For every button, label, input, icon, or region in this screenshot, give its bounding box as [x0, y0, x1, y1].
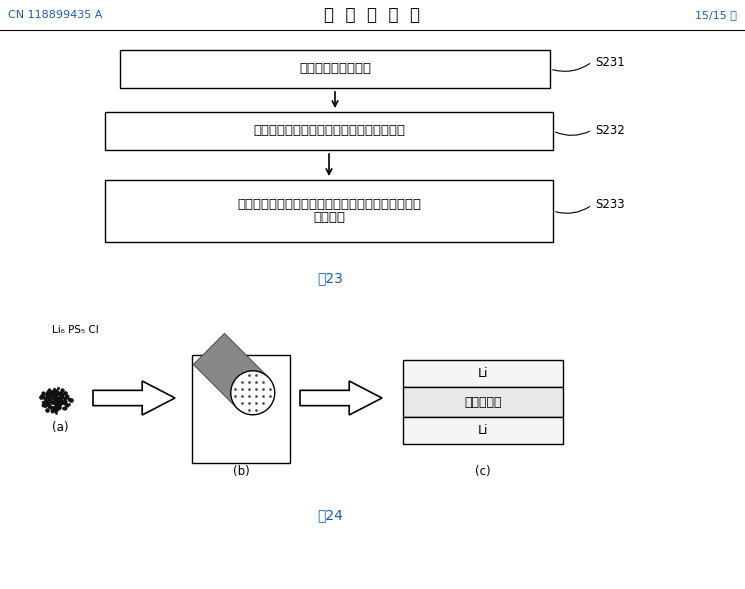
- Polygon shape: [194, 333, 268, 408]
- Text: S231: S231: [595, 55, 625, 68]
- Text: (a): (a): [52, 422, 69, 435]
- Text: 形成掎杂硫化物材料: 形成掎杂硫化物材料: [299, 62, 371, 75]
- Text: CN 118899435 A: CN 118899435 A: [8, 10, 102, 20]
- Bar: [403, 360, 563, 387]
- Text: 利用掎杂硫化物材料形成硫化物固态电解质: 利用掎杂硫化物材料形成硫化物固态电解质: [253, 124, 405, 137]
- Bar: [403, 417, 563, 444]
- Bar: [192, 355, 290, 463]
- Text: 组装金属锂负极、硫化物固态电解质和正极，得到锂: 组装金属锂负极、硫化物固态电解质和正极，得到锂: [237, 198, 421, 211]
- Text: 固态电解质: 固态电解质: [464, 395, 501, 409]
- Text: (c): (c): [475, 465, 491, 478]
- Text: 15/15 页: 15/15 页: [695, 10, 737, 20]
- Text: Li₆ PS₅ Cl: Li₆ PS₅ Cl: [52, 325, 99, 335]
- Bar: [105, 112, 553, 150]
- Text: S233: S233: [595, 198, 624, 211]
- Text: 离子电池: 离子电池: [313, 211, 345, 224]
- Bar: [403, 387, 563, 417]
- Text: Li: Li: [478, 424, 488, 437]
- Bar: [105, 180, 553, 242]
- Polygon shape: [93, 381, 175, 415]
- Text: 说  明  书  附  图: 说 明 书 附 图: [324, 6, 420, 24]
- Polygon shape: [300, 381, 382, 415]
- Bar: [120, 50, 550, 88]
- Text: 剢24: 剢24: [317, 508, 343, 522]
- Circle shape: [231, 371, 275, 415]
- Text: Li: Li: [478, 367, 488, 380]
- Text: (b): (b): [232, 465, 250, 478]
- Text: 剢23: 剢23: [317, 271, 343, 285]
- Text: S232: S232: [595, 124, 625, 137]
